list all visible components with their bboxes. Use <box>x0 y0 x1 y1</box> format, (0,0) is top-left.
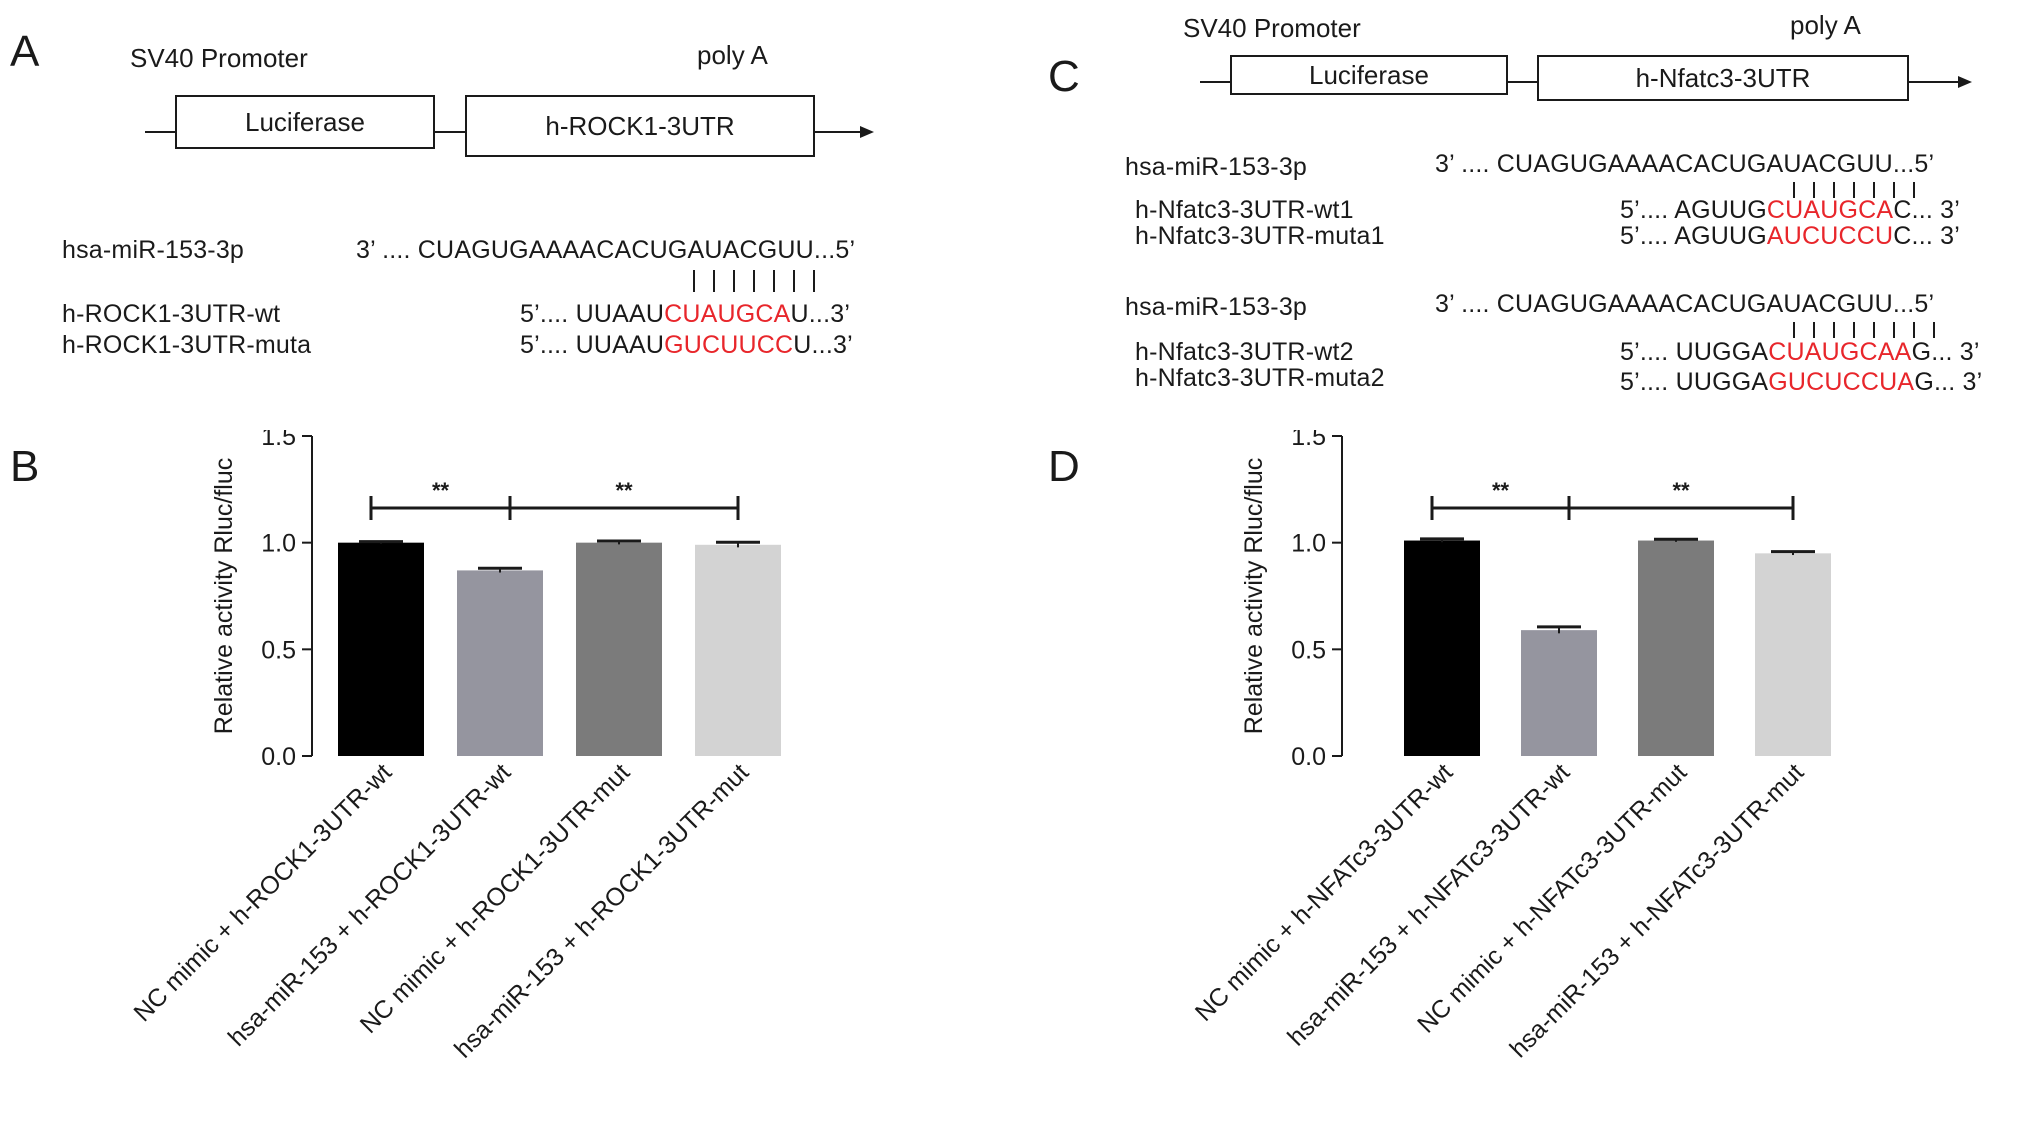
bar-chart-b: 0.0 0.5 1.0 1.5 Relative activity Rluc/fluc N… <box>128 430 781 1064</box>
seq-a-0: 3’ .... CUAGUGAAAACACUGAUACGUU...5’ <box>356 236 856 264</box>
significance-b-0: ** <box>432 478 450 503</box>
y-axis-label-d: Relative activity Rluc/fluc <box>1240 458 1268 734</box>
y-tick-label-d-2: 1.0 <box>1291 530 1326 558</box>
y-tick-label-d-0: 0.0 <box>1291 743 1326 771</box>
y-tick-label-d-1: 0.5 <box>1291 636 1326 664</box>
panel-letter-a: A <box>10 27 40 76</box>
seq-name-c-3: hsa-miR-153-3p <box>1125 293 1308 321</box>
luciferase-box-a: Luciferase <box>175 95 435 149</box>
seq-name-a-1: h-ROCK1-3UTR-wt <box>62 300 281 328</box>
significance-d-1: ** <box>1672 478 1690 503</box>
significance-d-0: ** <box>1492 478 1510 503</box>
polya-label-c: poly A <box>1790 10 1861 40</box>
seq-c-3: 3’ .... CUAGUGAAAACACUGAUACGUU...5’ <box>1435 290 1935 318</box>
seq-c-5: 5’.... UUGGAGUCUCCUAG... 3’ <box>1620 368 1983 396</box>
seq-c-0: 3’ .... CUAGUGAAAACACUGAUACGUU...5’ <box>1435 150 1935 178</box>
bar-d-3 <box>1755 553 1831 756</box>
construct-arrow-c <box>1958 76 1972 88</box>
seq-c-1: 5’.... AGUUGCUAUGCAC... 3’ <box>1620 196 1961 224</box>
seq-a-1: 5’.... UUAAUCUAUGCAU...3’ <box>520 300 851 328</box>
utr-box-a: h-ROCK1-3UTR <box>465 95 815 157</box>
bar-b-3 <box>695 544 781 756</box>
seq-name-c-0: hsa-miR-153-3p <box>1125 153 1308 181</box>
bar-b-0 <box>338 542 424 756</box>
bar-chart-d: 0.0 0.5 1.0 1.5 Relative activity Rluc/fluc N… <box>1190 430 1831 1063</box>
bar-b-2 <box>576 542 662 756</box>
seq-c-2: 5’.... AGUUGAUCUCCUC... 3’ <box>1620 222 1960 250</box>
promoter-label-c: SV40 Promoter <box>1183 13 1361 43</box>
seq-name-a-0: hsa-miR-153-3p <box>62 236 245 264</box>
utr-box-c: h-Nfatc3-3UTR <box>1537 55 1909 101</box>
bar-d-2 <box>1638 540 1714 756</box>
seq-name-c-5: h-Nfatc3-3UTR-muta2 <box>1135 364 1385 392</box>
y-tick-label-b-3: 1.5 <box>261 430 296 451</box>
y-tick-label-b-2: 1.0 <box>261 530 296 558</box>
category-label-b-0: NC mimic + h-ROCK1-3UTR-wt <box>128 758 397 1027</box>
seq-name-c-2: h-Nfatc3-3UTR-muta1 <box>1135 222 1385 250</box>
luciferase-box-c: Luciferase <box>1230 55 1508 95</box>
significance-b-1: ** <box>615 478 633 503</box>
seq-c-4: 5’.... UUGGACUAUGCAAG... 3’ <box>1620 338 1980 366</box>
panel-letter-c: C <box>1048 52 1080 101</box>
bar-d-1 <box>1521 630 1597 756</box>
promoter-label-a: SV40 Promoter <box>130 43 308 73</box>
bar-b-1 <box>457 570 543 756</box>
seq-name-a-2: h-ROCK1-3UTR-muta <box>62 331 312 359</box>
seq-name-c-1: h-Nfatc3-3UTR-wt1 <box>1135 196 1354 224</box>
y-tick-label-b-0: 0.0 <box>261 743 296 771</box>
seq-name-c-4: h-Nfatc3-3UTR-wt2 <box>1135 338 1354 366</box>
y-tick-label-d-3: 1.5 <box>1291 430 1326 451</box>
panel-letter-d: D <box>1048 442 1080 491</box>
panel-letter-b: B <box>10 442 40 491</box>
polya-label-a: poly A <box>697 40 768 70</box>
y-tick-label-b-1: 0.5 <box>261 636 296 664</box>
category-label-d-0: NC mimic + h-NFATc3-3UTR-wt <box>1190 758 1458 1026</box>
seq-a-2: 5’.... UUAAUGUCUUCCU...3’ <box>520 331 853 359</box>
bar-d-0 <box>1404 540 1480 756</box>
construct-arrow-a <box>860 126 874 138</box>
y-axis-label-b: Relative activity Rluc/fluc <box>210 458 238 734</box>
